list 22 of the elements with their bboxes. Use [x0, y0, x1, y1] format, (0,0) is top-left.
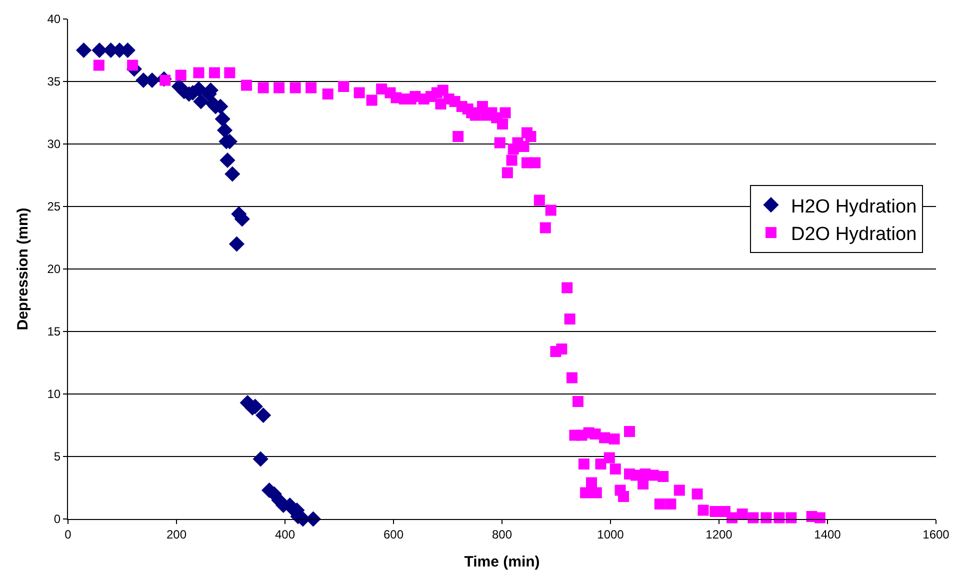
y-tick-label: 0	[54, 512, 61, 526]
y-tick-label: 30	[47, 137, 61, 152]
y-tick-label: 35	[47, 74, 61, 89]
y-tick-label: 10	[47, 387, 61, 402]
x-tick-label: 200	[166, 527, 187, 542]
x-tick-label: 800	[492, 527, 512, 542]
legend-label: H2O Hydration	[790, 196, 917, 218]
x-tick-label: 1000	[597, 527, 624, 542]
y-tick-label: 20	[47, 262, 61, 276]
y-tick-label: 40	[47, 12, 61, 26]
x-tick-label: 0	[64, 527, 72, 542]
x-tick-label: 1200	[706, 527, 733, 542]
y-tick-label: 25	[47, 200, 61, 214]
x-tick-label: 1400	[814, 527, 842, 542]
legend-label: D2O Hydration	[790, 224, 917, 245]
x-tick-label: 400	[274, 527, 296, 542]
x-axis-title: Time (min)	[464, 553, 540, 570]
y-tick-label: 15	[47, 324, 61, 339]
y-tick-label: 5	[54, 450, 61, 464]
y-axis-title: Depression (mm)	[14, 208, 32, 330]
x-tick-label: 600	[383, 527, 404, 542]
x-tick-label: 1600	[922, 527, 950, 542]
